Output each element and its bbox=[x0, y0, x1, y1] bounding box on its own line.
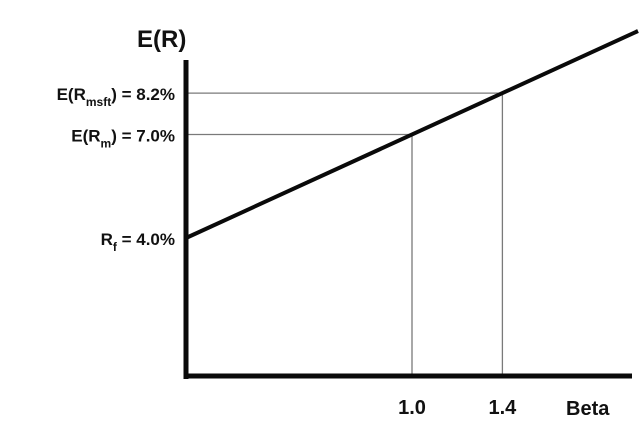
x-tick-label-1: 1.4 bbox=[488, 397, 517, 419]
guide-lines bbox=[186, 92, 504, 376]
y-tick-label-1: E(Rm) = 7.0% bbox=[71, 127, 175, 151]
x-tick-label-0: 1.0 bbox=[398, 397, 426, 419]
sml-line-0 bbox=[185, 29, 639, 240]
axes bbox=[183, 60, 632, 379]
series-layer bbox=[185, 29, 639, 240]
tick-labels: 1.0 1.4 E(Rmsft) = 8.2% E(Rm) = 7.0% Rf = 4.… bbox=[57, 85, 518, 419]
x-axis-label: Beta bbox=[566, 398, 610, 420]
y-tick-label-0: E(Rmsft) = 8.2% bbox=[57, 85, 175, 109]
y-tick-label-2: Rf = 4.0% bbox=[101, 230, 175, 254]
y-axis-label: E(R) bbox=[137, 26, 186, 53]
